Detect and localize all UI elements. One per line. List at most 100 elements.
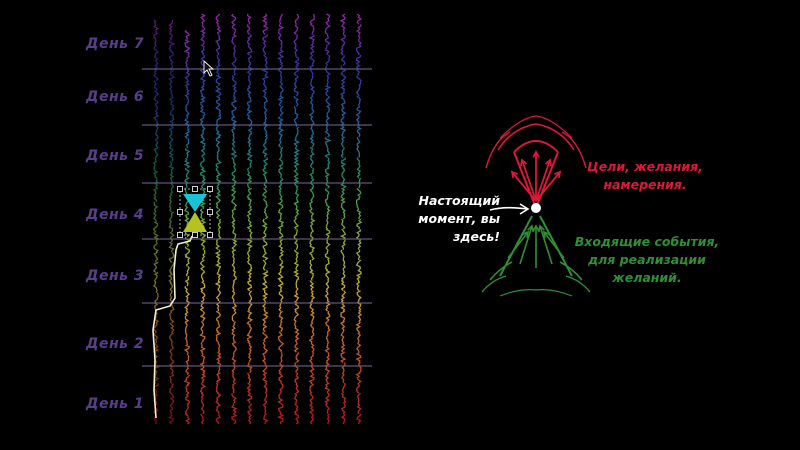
column-segment (262, 290, 269, 302)
column-segment (324, 34, 331, 46)
red-arrow-head (520, 158, 528, 167)
column-segment (277, 24, 285, 36)
column-segment (357, 362, 362, 374)
goals-note: Цели, желания, намерения. (580, 158, 710, 194)
column-segment (247, 310, 254, 323)
column-segment (168, 241, 175, 253)
selection-handle (177, 232, 183, 238)
column-segment (200, 44, 205, 56)
column-segment (199, 280, 206, 292)
column-segment (263, 95, 269, 107)
column-segment (278, 167, 283, 179)
red-arrow-head (532, 150, 540, 158)
column-segment (293, 54, 300, 66)
column-segment (200, 95, 207, 107)
column-segment (152, 160, 157, 172)
column-segment (169, 110, 175, 122)
column-segment (246, 403, 253, 415)
column-segment (356, 126, 362, 138)
column-segment (277, 403, 284, 414)
column-segment (294, 331, 300, 343)
column-segment (293, 362, 299, 373)
column-segment (199, 331, 206, 343)
column-segment (277, 331, 283, 343)
column-segment (326, 208, 331, 220)
column-segment (263, 393, 268, 404)
column-segment (215, 126, 222, 138)
column-segment (231, 157, 237, 168)
column-segment (355, 372, 362, 384)
column-segment (294, 372, 300, 384)
column-segment (325, 269, 331, 281)
time-column (199, 13, 207, 425)
column-segment (340, 187, 346, 200)
column-segment (340, 34, 347, 46)
column-segment (309, 218, 316, 230)
column-segment (278, 136, 282, 148)
column-segment (295, 382, 300, 394)
column-segment (308, 372, 315, 384)
column-segment (324, 65, 331, 77)
column-segment (261, 228, 267, 241)
column-segment (278, 187, 283, 199)
red-spray-arc (497, 123, 537, 151)
time-column (308, 13, 316, 425)
column-segment (293, 198, 299, 209)
column-segment (355, 280, 361, 292)
column-segment (293, 310, 300, 323)
column-segment (246, 269, 252, 281)
column-segment (215, 198, 221, 210)
column-segment (340, 95, 346, 107)
column-segment (325, 54, 331, 66)
column-segment (231, 167, 237, 179)
column-segment (262, 187, 268, 199)
present-moment-note: Настоящий момент, вы здесь! (390, 192, 500, 246)
column-segment (215, 382, 219, 394)
column-segment (153, 271, 159, 283)
column-segment (278, 126, 285, 138)
column-segment (215, 290, 222, 302)
green-base-stroke (535, 289, 573, 297)
column-segment (169, 393, 175, 405)
column-segment (169, 332, 174, 344)
column-segment (262, 402, 267, 414)
column-segment (357, 310, 363, 322)
column-segment (262, 341, 269, 353)
column-segment (355, 259, 362, 271)
column-segment (310, 228, 315, 240)
column-segment (153, 29, 159, 41)
column-segment (355, 229, 362, 240)
column-segment (309, 75, 314, 87)
column-segment (246, 392, 253, 404)
column-segment (357, 34, 363, 46)
column-segment (295, 352, 300, 363)
column-segment (169, 343, 174, 354)
day-label-4: День 4 (86, 207, 145, 223)
column-segment (324, 136, 332, 148)
column-segment (168, 271, 174, 284)
selection-handle (177, 209, 183, 215)
column-segment (184, 325, 188, 336)
column-segment (263, 106, 268, 117)
column-segment (230, 126, 236, 138)
column-segment (324, 372, 330, 384)
column-segment (200, 392, 205, 404)
column-segment (214, 85, 222, 97)
column-segment (340, 270, 346, 281)
column-segment (199, 341, 206, 353)
column-segment (154, 151, 159, 162)
selection-handle (177, 186, 183, 192)
column-segment (215, 331, 222, 343)
red-arrow (535, 171, 561, 202)
column-segment (246, 13, 252, 25)
column-segment (279, 85, 284, 97)
hourglass-bottom (183, 212, 207, 232)
column-segment (324, 188, 330, 199)
column-segment (278, 34, 283, 46)
column-segment (214, 280, 221, 291)
column-segment (168, 312, 175, 324)
column-segment (355, 54, 362, 66)
column-segment (324, 290, 329, 302)
column-segment (277, 44, 284, 56)
